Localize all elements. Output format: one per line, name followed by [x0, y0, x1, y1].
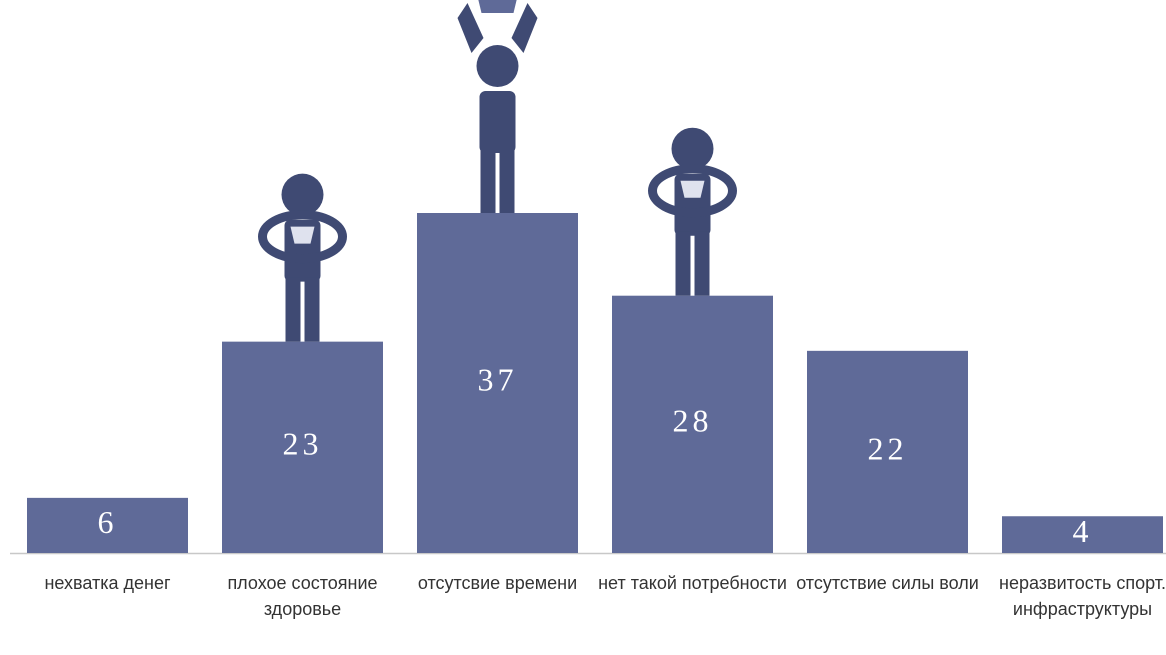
value-label: 22	[868, 430, 908, 466]
figure-head	[282, 174, 324, 216]
value-label: 23	[283, 426, 323, 462]
figure-leg	[500, 149, 515, 213]
trophy	[476, 0, 520, 13]
figure	[458, 0, 538, 213]
figure-leg	[481, 149, 496, 213]
value-label: 6	[98, 504, 118, 540]
trophy	[681, 181, 705, 198]
figure-head	[477, 45, 519, 87]
value-label: 37	[478, 361, 518, 397]
figure	[653, 128, 733, 296]
figure-leg	[676, 232, 691, 296]
figure-head	[672, 128, 714, 170]
category-label: отсутсвие времени	[403, 570, 593, 596]
figure-body	[480, 91, 516, 153]
value-label: 4	[1073, 513, 1093, 549]
figure	[263, 174, 343, 342]
category-label: плохое состояние здоровье	[208, 570, 398, 622]
page: 6233728224 (() => { const data = JSON.pa…	[0, 0, 1166, 655]
figure-leg	[305, 278, 320, 342]
figure-leg	[286, 278, 301, 342]
category-label: неразвитость спорт. инфраструктуры	[988, 570, 1166, 622]
category-label: отсутствие силы воли	[793, 570, 983, 596]
category-label: нехватка денег	[13, 570, 203, 596]
trophy	[291, 227, 315, 244]
figure-leg	[695, 232, 710, 296]
chart: 6 23 37 28 22 4	[0, 0, 1166, 655]
value-label: 28	[673, 403, 713, 439]
category-label: нет такой потребности	[598, 570, 788, 596]
